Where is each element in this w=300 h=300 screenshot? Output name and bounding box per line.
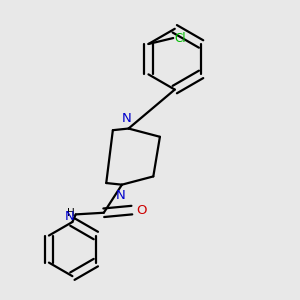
Text: H: H	[67, 208, 74, 218]
Text: N: N	[116, 189, 125, 202]
Text: Cl: Cl	[174, 32, 186, 44]
Text: N: N	[122, 112, 132, 124]
Text: O: O	[136, 204, 146, 217]
Text: N: N	[64, 209, 74, 223]
